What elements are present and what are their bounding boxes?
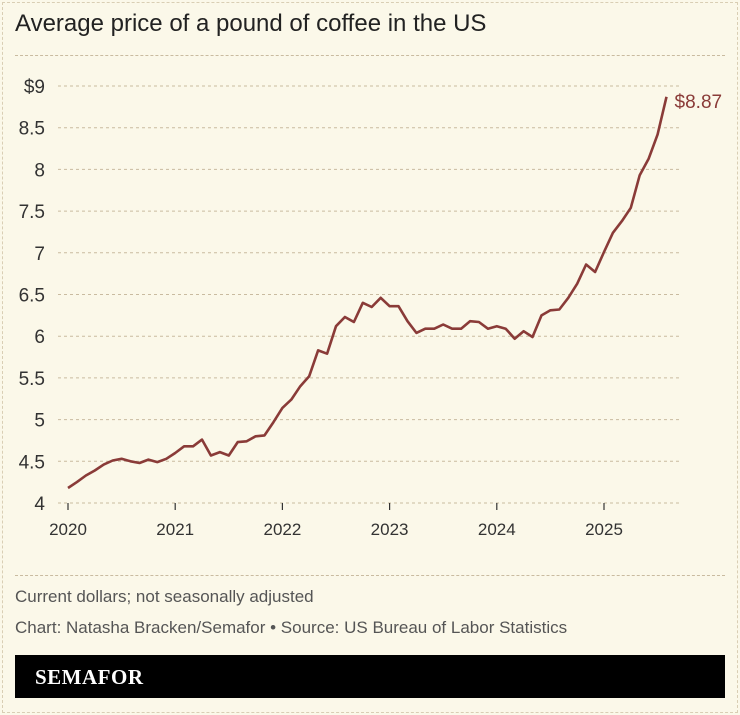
x-tick-label: 2023 <box>371 520 409 539</box>
chart-note: Current dollars; not seasonally adjusted <box>15 587 314 606</box>
y-tick-label: 7 <box>34 244 45 265</box>
x-tick-label: 2025 <box>585 520 623 539</box>
y-tick-label: 6 <box>34 327 45 348</box>
y-tick-label: 5.5 <box>19 369 45 390</box>
title-divider <box>15 55 725 56</box>
x-tick-label: 2022 <box>263 520 301 539</box>
x-tick-label: 2020 <box>49 520 87 539</box>
footer-divider <box>15 575 725 576</box>
y-tick-label: 6.5 <box>19 286 45 307</box>
y-tick-label: 8.5 <box>19 119 45 140</box>
x-tick-label: 2021 <box>156 520 194 539</box>
end-value-label: $8.87 <box>675 92 723 113</box>
semafor-logo: SEMAFOR <box>35 665 144 689</box>
line-chart: 4 4.5 5 5.5 6 6.5 7 7.5 8 8.5 $9 2020 2021 2022 2023 20… <box>19 77 723 539</box>
y-tick-label: $9 <box>24 77 45 98</box>
y-tick-label: 8 <box>34 160 45 181</box>
y-tick-label: 4.5 <box>19 452 45 473</box>
y-tick-label: 4 <box>34 494 45 515</box>
y-tick-label: 5 <box>34 411 45 432</box>
price-line <box>67 96 668 490</box>
chart-source: Chart: Natasha Bracken/Semafor • Source:… <box>15 618 568 637</box>
y-tick-label: 7.5 <box>19 202 45 223</box>
chart-title: Average price of a pound of coffee in th… <box>15 10 487 37</box>
brand-bar: SEMAFOR <box>15 655 725 698</box>
x-tick-label: 2024 <box>478 520 516 539</box>
